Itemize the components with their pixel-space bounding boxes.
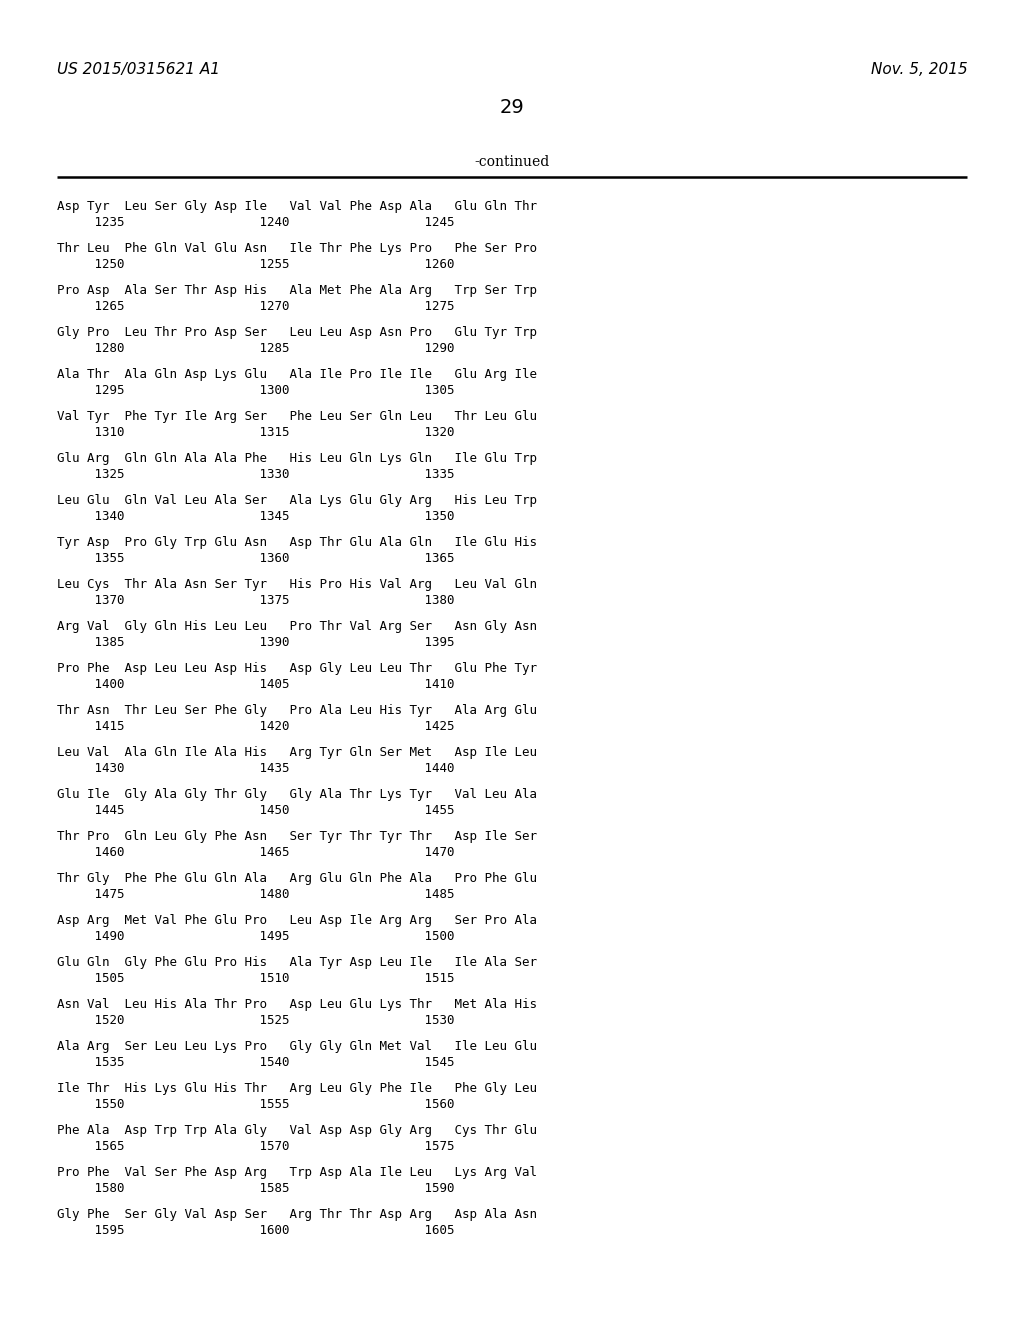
- Text: 1310                  1315                  1320: 1310 1315 1320: [57, 426, 455, 440]
- Text: 1535                  1540                  1545: 1535 1540 1545: [57, 1056, 455, 1069]
- Text: Thr Pro  Gln Leu Gly Phe Asn   Ser Tyr Thr Tyr Thr   Asp Ile Ser: Thr Pro Gln Leu Gly Phe Asn Ser Tyr Thr …: [57, 830, 537, 843]
- Text: 1505                  1510                  1515: 1505 1510 1515: [57, 972, 455, 985]
- Text: 1265                  1270                  1275: 1265 1270 1275: [57, 300, 455, 313]
- Text: Phe Ala  Asp Trp Trp Ala Gly   Val Asp Asp Gly Arg   Cys Thr Glu: Phe Ala Asp Trp Trp Ala Gly Val Asp Asp …: [57, 1125, 537, 1137]
- Text: 1490                  1495                  1500: 1490 1495 1500: [57, 931, 455, 942]
- Text: 1430                  1435                  1440: 1430 1435 1440: [57, 762, 455, 775]
- Text: Asp Tyr  Leu Ser Gly Asp Ile   Val Val Phe Asp Ala   Glu Gln Thr: Asp Tyr Leu Ser Gly Asp Ile Val Val Phe …: [57, 201, 537, 213]
- Text: 1370                  1375                  1380: 1370 1375 1380: [57, 594, 455, 607]
- Text: Val Tyr  Phe Tyr Ile Arg Ser   Phe Leu Ser Gln Leu   Thr Leu Glu: Val Tyr Phe Tyr Ile Arg Ser Phe Leu Ser …: [57, 411, 537, 422]
- Text: Leu Cys  Thr Ala Asn Ser Tyr   His Pro His Val Arg   Leu Val Gln: Leu Cys Thr Ala Asn Ser Tyr His Pro His …: [57, 578, 537, 591]
- Text: Glu Gln  Gly Phe Glu Pro His   Ala Tyr Asp Leu Ile   Ile Ala Ser: Glu Gln Gly Phe Glu Pro His Ala Tyr Asp …: [57, 956, 537, 969]
- Text: Ile Thr  His Lys Glu His Thr   Arg Leu Gly Phe Ile   Phe Gly Leu: Ile Thr His Lys Glu His Thr Arg Leu Gly …: [57, 1082, 537, 1096]
- Text: Asp Arg  Met Val Phe Glu Pro   Leu Asp Ile Arg Arg   Ser Pro Ala: Asp Arg Met Val Phe Glu Pro Leu Asp Ile …: [57, 913, 537, 927]
- Text: 1520                  1525                  1530: 1520 1525 1530: [57, 1014, 455, 1027]
- Text: 1340                  1345                  1350: 1340 1345 1350: [57, 510, 455, 523]
- Text: 1415                  1420                  1425: 1415 1420 1425: [57, 719, 455, 733]
- Text: Leu Glu  Gln Val Leu Ala Ser   Ala Lys Glu Gly Arg   His Leu Trp: Leu Glu Gln Val Leu Ala Ser Ala Lys Glu …: [57, 494, 537, 507]
- Text: 1445                  1450                  1455: 1445 1450 1455: [57, 804, 455, 817]
- Text: 1565                  1570                  1575: 1565 1570 1575: [57, 1140, 455, 1152]
- Text: 1580                  1585                  1590: 1580 1585 1590: [57, 1181, 455, 1195]
- Text: Glu Arg  Gln Gln Ala Ala Phe   His Leu Gln Lys Gln   Ile Glu Trp: Glu Arg Gln Gln Ala Ala Phe His Leu Gln …: [57, 451, 537, 465]
- Text: Pro Phe  Asp Leu Leu Asp His   Asp Gly Leu Leu Thr   Glu Phe Tyr: Pro Phe Asp Leu Leu Asp His Asp Gly Leu …: [57, 663, 537, 675]
- Text: Glu Ile  Gly Ala Gly Thr Gly   Gly Ala Thr Lys Tyr   Val Leu Ala: Glu Ile Gly Ala Gly Thr Gly Gly Ala Thr …: [57, 788, 537, 801]
- Text: 1235                  1240                  1245: 1235 1240 1245: [57, 216, 455, 228]
- Text: Pro Asp  Ala Ser Thr Asp His   Ala Met Phe Ala Arg   Trp Ser Trp: Pro Asp Ala Ser Thr Asp His Ala Met Phe …: [57, 284, 537, 297]
- Text: 1475                  1480                  1485: 1475 1480 1485: [57, 888, 455, 902]
- Text: 29: 29: [500, 98, 524, 117]
- Text: Thr Gly  Phe Phe Glu Gln Ala   Arg Glu Gln Phe Ala   Pro Phe Glu: Thr Gly Phe Phe Glu Gln Ala Arg Glu Gln …: [57, 873, 537, 884]
- Text: US 2015/0315621 A1: US 2015/0315621 A1: [57, 62, 220, 77]
- Text: 1295                  1300                  1305: 1295 1300 1305: [57, 384, 455, 397]
- Text: 1400                  1405                  1410: 1400 1405 1410: [57, 678, 455, 690]
- Text: 1280                  1285                  1290: 1280 1285 1290: [57, 342, 455, 355]
- Text: 1325                  1330                  1335: 1325 1330 1335: [57, 469, 455, 480]
- Text: Asn Val  Leu His Ala Thr Pro   Asp Leu Glu Lys Thr   Met Ala His: Asn Val Leu His Ala Thr Pro Asp Leu Glu …: [57, 998, 537, 1011]
- Text: Ala Thr  Ala Gln Asp Lys Glu   Ala Ile Pro Ile Ile   Glu Arg Ile: Ala Thr Ala Gln Asp Lys Glu Ala Ile Pro …: [57, 368, 537, 381]
- Text: 1550                  1555                  1560: 1550 1555 1560: [57, 1098, 455, 1111]
- Text: Ala Arg  Ser Leu Leu Lys Pro   Gly Gly Gln Met Val   Ile Leu Glu: Ala Arg Ser Leu Leu Lys Pro Gly Gly Gln …: [57, 1040, 537, 1053]
- Text: Nov. 5, 2015: Nov. 5, 2015: [871, 62, 968, 77]
- Text: Thr Leu  Phe Gln Val Glu Asn   Ile Thr Phe Lys Pro   Phe Ser Pro: Thr Leu Phe Gln Val Glu Asn Ile Thr Phe …: [57, 242, 537, 255]
- Text: 1385                  1390                  1395: 1385 1390 1395: [57, 636, 455, 649]
- Text: Pro Phe  Val Ser Phe Asp Arg   Trp Asp Ala Ile Leu   Lys Arg Val: Pro Phe Val Ser Phe Asp Arg Trp Asp Ala …: [57, 1166, 537, 1179]
- Text: Thr Asn  Thr Leu Ser Phe Gly   Pro Ala Leu His Tyr   Ala Arg Glu: Thr Asn Thr Leu Ser Phe Gly Pro Ala Leu …: [57, 704, 537, 717]
- Text: 1595                  1600                  1605: 1595 1600 1605: [57, 1224, 455, 1237]
- Text: Tyr Asp  Pro Gly Trp Glu Asn   Asp Thr Glu Ala Gln   Ile Glu His: Tyr Asp Pro Gly Trp Glu Asn Asp Thr Glu …: [57, 536, 537, 549]
- Text: -continued: -continued: [474, 154, 550, 169]
- Text: 1460                  1465                  1470: 1460 1465 1470: [57, 846, 455, 859]
- Text: Gly Phe  Ser Gly Val Asp Ser   Arg Thr Thr Asp Arg   Asp Ala Asn: Gly Phe Ser Gly Val Asp Ser Arg Thr Thr …: [57, 1208, 537, 1221]
- Text: Gly Pro  Leu Thr Pro Asp Ser   Leu Leu Asp Asn Pro   Glu Tyr Trp: Gly Pro Leu Thr Pro Asp Ser Leu Leu Asp …: [57, 326, 537, 339]
- Text: Leu Val  Ala Gln Ile Ala His   Arg Tyr Gln Ser Met   Asp Ile Leu: Leu Val Ala Gln Ile Ala His Arg Tyr Gln …: [57, 746, 537, 759]
- Text: 1355                  1360                  1365: 1355 1360 1365: [57, 552, 455, 565]
- Text: Arg Val  Gly Gln His Leu Leu   Pro Thr Val Arg Ser   Asn Gly Asn: Arg Val Gly Gln His Leu Leu Pro Thr Val …: [57, 620, 537, 634]
- Text: 1250                  1255                  1260: 1250 1255 1260: [57, 257, 455, 271]
